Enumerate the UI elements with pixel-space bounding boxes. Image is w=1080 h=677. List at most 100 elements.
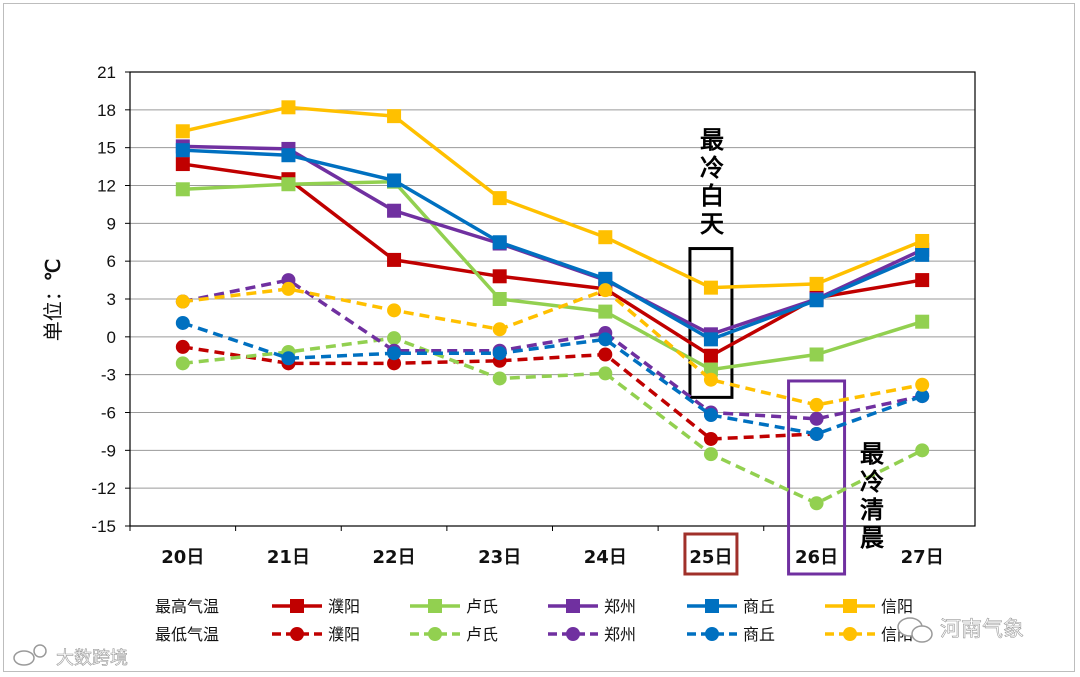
data-point	[281, 281, 296, 296]
legend-label: 卢氏	[466, 625, 498, 644]
legend-label: 信阳	[881, 597, 913, 616]
annotation-char: 冷	[700, 154, 724, 182]
y-tick-label: -9	[101, 441, 116, 460]
x-tick-label: 23日	[478, 547, 521, 568]
series-line	[182, 148, 923, 342]
y-axis-ticks: 21 18 15 12 9 6 3 0 -3 -6 -9 -12 -15	[91, 63, 116, 536]
legend-marker	[290, 599, 304, 613]
data-point	[809, 496, 824, 511]
data-point	[281, 100, 296, 115]
y-tick-label: 15	[97, 139, 116, 158]
series-max-信阳	[175, 100, 930, 295]
x-tick-label: 26日	[795, 547, 838, 568]
data-point	[703, 431, 718, 446]
watermark-right-text: 河南气象	[940, 617, 1024, 641]
data-point	[387, 303, 402, 318]
legend-marker	[428, 599, 442, 613]
legend-label: 卢氏	[466, 597, 498, 616]
data-point	[492, 322, 507, 337]
series-line	[182, 179, 923, 372]
figure-frame	[3, 3, 1075, 672]
data-point	[387, 173, 402, 188]
data-point	[703, 332, 718, 347]
series-max-卢氏	[175, 174, 930, 377]
data-point	[387, 346, 402, 361]
annotation-char: 最	[860, 440, 885, 468]
data-point	[387, 109, 402, 124]
y-tick-label: 18	[97, 101, 116, 120]
data-point	[703, 362, 718, 377]
y-tick-label: 9	[107, 214, 116, 233]
data-point	[915, 314, 930, 329]
legend-item: 卢氏	[410, 625, 498, 644]
data-point	[703, 408, 718, 423]
watermark-left-text: 大数跨境	[56, 648, 128, 669]
data-point	[809, 426, 824, 441]
x-tick-label: 24日	[584, 547, 627, 568]
data-point	[703, 280, 718, 295]
legend-row-label: 最低气温	[155, 625, 219, 644]
legend-label: 郑州	[604, 597, 636, 616]
highlight-label-25-box	[683, 532, 739, 576]
data-point	[915, 233, 930, 248]
data-point	[915, 377, 930, 392]
y-tick-label: -6	[101, 404, 116, 423]
x-tick-label: 21日	[267, 547, 310, 568]
legend-item: 商丘	[687, 597, 775, 616]
legend-label: 濮阳	[328, 597, 360, 616]
data-point	[598, 332, 613, 347]
plot-area-border	[129, 71, 976, 527]
legend-marker	[428, 627, 442, 641]
data-point	[492, 269, 507, 284]
data-point	[703, 348, 718, 363]
data-point	[387, 331, 402, 346]
y-tick-label: -15	[91, 517, 116, 536]
watermark-right: 河南气象	[897, 617, 1024, 643]
legend-item: 郑州	[548, 625, 636, 644]
data-point	[175, 339, 190, 354]
legend-row-label: 最高气温	[155, 597, 219, 616]
weibo-logo-icon	[13, 644, 47, 666]
x-axis-ticks: 20日 21日 22日 23日 24日 25日 26日 27日	[161, 547, 943, 568]
data-point	[175, 157, 190, 172]
data-point	[809, 411, 824, 426]
data-point	[598, 366, 613, 381]
data-point	[175, 294, 190, 309]
y-tick-label: 0	[107, 328, 116, 347]
data-point	[175, 356, 190, 371]
legend-item: 濮阳	[272, 597, 360, 616]
legend-marker	[843, 627, 857, 641]
annotation-char: 最	[700, 126, 725, 154]
data-point	[175, 182, 190, 197]
data-point	[598, 283, 613, 298]
data-point	[598, 304, 613, 319]
data-point	[598, 230, 613, 245]
data-point	[492, 371, 507, 386]
data-point	[809, 276, 824, 291]
y-tick-label: 21	[97, 63, 116, 82]
data-point	[703, 372, 718, 387]
legend-marker	[843, 599, 857, 613]
y-axis-label-prefix: 单位：	[41, 281, 65, 341]
legend-label: 濮阳	[328, 625, 360, 644]
data-point	[387, 203, 402, 218]
legend-item: 信阳	[825, 597, 913, 616]
gridlines	[125, 71, 975, 531]
legend-item: 郑州	[548, 597, 636, 616]
y-axis-label: 单位：℃	[41, 259, 65, 341]
y-tick-label: 3	[107, 290, 116, 309]
series-line	[182, 278, 923, 421]
y-tick-label: 6	[107, 252, 116, 271]
series-line	[182, 336, 923, 506]
annotation-char: 白	[700, 182, 724, 210]
data-point	[492, 346, 507, 361]
x-tick-label: 25日	[689, 547, 732, 568]
x-tick-label: 20日	[161, 547, 204, 568]
data-point	[809, 293, 824, 308]
data-point	[703, 447, 718, 462]
series-line	[182, 105, 923, 290]
y-axis-label-unit: ℃	[43, 259, 65, 281]
data-point	[281, 351, 296, 366]
data-point	[915, 247, 930, 262]
data-point	[915, 389, 930, 404]
